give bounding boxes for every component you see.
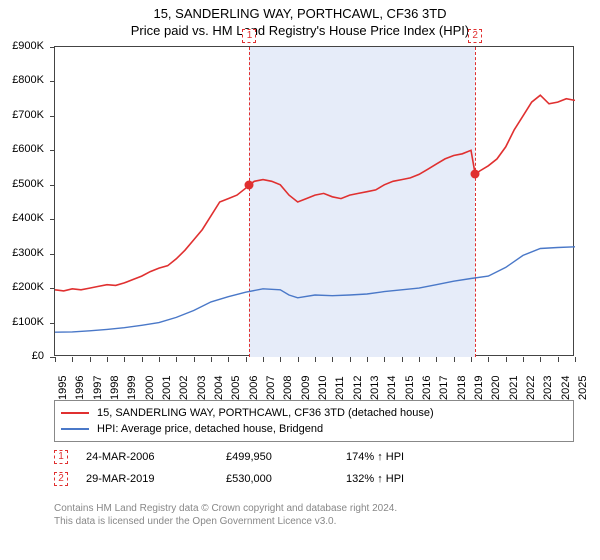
sale-price-2: £530,000 bbox=[226, 473, 346, 485]
x-tick-label: 2012 bbox=[352, 360, 364, 400]
x-tick-label: 2024 bbox=[560, 360, 572, 400]
x-tick-label: 2004 bbox=[213, 360, 225, 400]
x-tick-label: 2008 bbox=[282, 360, 294, 400]
x-tick-label: 1999 bbox=[126, 360, 138, 400]
footer-line-1: Contains HM Land Registry data © Crown c… bbox=[54, 502, 574, 515]
attribution-footer: Contains HM Land Registry data © Crown c… bbox=[54, 502, 574, 528]
x-tick-label: 2016 bbox=[421, 360, 433, 400]
sale-badge-1: 1 bbox=[54, 450, 68, 464]
x-tick-label: 2021 bbox=[508, 360, 520, 400]
x-tick-label: 2001 bbox=[161, 360, 173, 400]
sale-date-2: 29-MAR-2019 bbox=[86, 473, 226, 485]
y-tick-label: £500K bbox=[0, 178, 44, 190]
chart-area: 1 2 £0£100K£200K£300K£400K£500K£600K£700… bbox=[54, 46, 574, 356]
title-block: 15, SANDERLING WAY, PORTHCAWL, CF36 3TD … bbox=[0, 0, 600, 38]
sale-marker-dot-2 bbox=[471, 170, 480, 179]
y-tick-label: £700K bbox=[0, 109, 44, 121]
sales-table: 1 24-MAR-2006 £499,950 174% ↑ HPI 2 29-M… bbox=[54, 446, 574, 490]
x-tick-label: 2025 bbox=[577, 360, 589, 400]
y-tick-label: £600K bbox=[0, 143, 44, 155]
sale-price-1: £499,950 bbox=[226, 451, 346, 463]
legend-swatch-hpi bbox=[61, 428, 89, 430]
y-tick-label: £900K bbox=[0, 40, 44, 52]
series-property_hpi bbox=[55, 95, 575, 291]
legend-row-property: 15, SANDERLING WAY, PORTHCAWL, CF36 3TD … bbox=[61, 405, 567, 421]
legend-swatch-property bbox=[61, 412, 89, 414]
x-tick-label: 2010 bbox=[317, 360, 329, 400]
sale-pct-2: 132% ↑ HPI bbox=[346, 473, 466, 485]
legend-row-hpi: HPI: Average price, detached house, Brid… bbox=[61, 421, 567, 437]
x-tick-label: 2014 bbox=[386, 360, 398, 400]
series-area_hpi bbox=[55, 247, 575, 332]
y-tick-label: £800K bbox=[0, 74, 44, 86]
x-tick-label: 2000 bbox=[144, 360, 156, 400]
x-tick-label: 1997 bbox=[92, 360, 104, 400]
legend-label-property: 15, SANDERLING WAY, PORTHCAWL, CF36 3TD … bbox=[97, 407, 434, 419]
sale-row-1: 1 24-MAR-2006 £499,950 174% ↑ HPI bbox=[54, 446, 574, 468]
x-tick-label: 2006 bbox=[248, 360, 260, 400]
x-tick-label: 2011 bbox=[334, 360, 346, 400]
x-tick-label: 1996 bbox=[74, 360, 86, 400]
title-address: 15, SANDERLING WAY, PORTHCAWL, CF36 3TD bbox=[0, 6, 600, 21]
legend: 15, SANDERLING WAY, PORTHCAWL, CF36 3TD … bbox=[54, 400, 574, 442]
x-tick-label: 2015 bbox=[404, 360, 416, 400]
chart-container: 15, SANDERLING WAY, PORTHCAWL, CF36 3TD … bbox=[0, 0, 600, 560]
x-tick-label: 2007 bbox=[265, 360, 277, 400]
sale-marker-flag-2: 2 bbox=[468, 29, 482, 43]
sale-date-1: 24-MAR-2006 bbox=[86, 451, 226, 463]
x-tick-label: 2022 bbox=[525, 360, 537, 400]
y-tick-label: £100K bbox=[0, 316, 44, 328]
line-chart-svg bbox=[55, 47, 575, 357]
sale-row-2: 2 29-MAR-2019 £530,000 132% ↑ HPI bbox=[54, 468, 574, 490]
x-tick-label: 1995 bbox=[57, 360, 69, 400]
x-tick-label: 2013 bbox=[369, 360, 381, 400]
x-tick-label: 2018 bbox=[456, 360, 468, 400]
x-tick-label: 2005 bbox=[230, 360, 242, 400]
x-tick-label: 2023 bbox=[542, 360, 554, 400]
sale-marker-flag-1: 1 bbox=[242, 29, 256, 43]
sale-pct-1: 174% ↑ HPI bbox=[346, 451, 466, 463]
x-tick-label: 2017 bbox=[438, 360, 450, 400]
y-tick-label: £0 bbox=[0, 350, 44, 362]
legend-label-hpi: HPI: Average price, detached house, Brid… bbox=[97, 423, 323, 435]
y-tick-label: £200K bbox=[0, 281, 44, 293]
sale-marker-dot-1 bbox=[245, 180, 254, 189]
x-tick-label: 2002 bbox=[178, 360, 190, 400]
y-tick-label: £400K bbox=[0, 212, 44, 224]
x-tick-label: 2003 bbox=[196, 360, 208, 400]
y-tick-label: £300K bbox=[0, 247, 44, 259]
sale-badge-2: 2 bbox=[54, 472, 68, 486]
footer-line-2: This data is licensed under the Open Gov… bbox=[54, 515, 574, 528]
title-subtitle: Price paid vs. HM Land Registry's House … bbox=[0, 23, 600, 38]
x-tick-label: 2020 bbox=[490, 360, 502, 400]
x-tick-label: 1998 bbox=[109, 360, 121, 400]
plot-box: 1 2 bbox=[54, 46, 574, 356]
x-tick-label: 2009 bbox=[300, 360, 312, 400]
x-tick-label: 2019 bbox=[473, 360, 485, 400]
